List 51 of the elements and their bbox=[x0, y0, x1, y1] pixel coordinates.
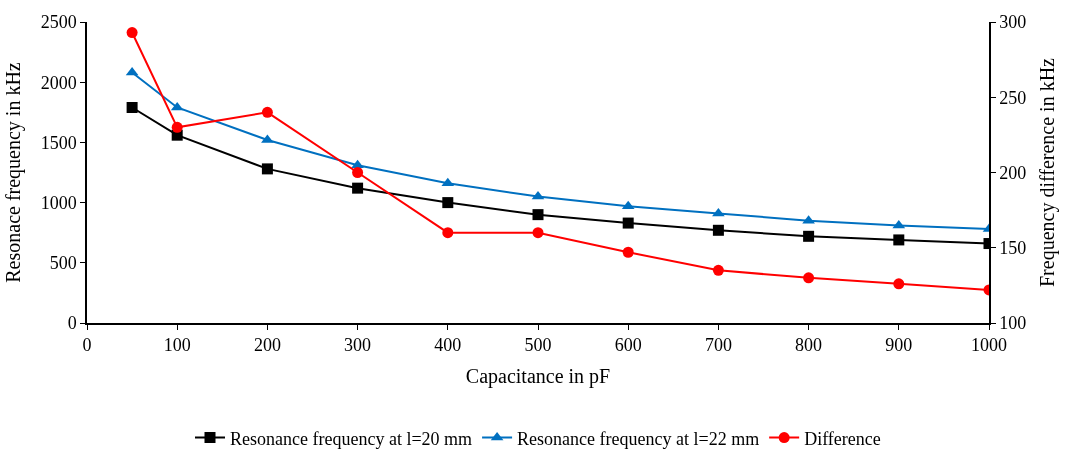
y-tick-label: 2000 bbox=[40, 72, 77, 93]
point bbox=[261, 163, 273, 175]
point bbox=[622, 217, 634, 229]
x-tick-label: 800 bbox=[795, 335, 823, 356]
point bbox=[712, 207, 725, 217]
point bbox=[893, 234, 905, 246]
x-tick-label: 400 bbox=[434, 335, 462, 356]
y2-tick-label: 300 bbox=[999, 12, 1027, 33]
point bbox=[442, 227, 454, 239]
legend-label: Resonance frequency at l=20 mm bbox=[230, 428, 473, 449]
point bbox=[803, 272, 815, 284]
x-tick-label: 500 bbox=[524, 335, 552, 356]
y2-tick-label: 250 bbox=[999, 87, 1027, 108]
x-tick-label: 0 bbox=[82, 335, 92, 356]
y-tick-label: 1500 bbox=[40, 132, 77, 153]
x-tick-label: 100 bbox=[163, 335, 191, 356]
point bbox=[126, 101, 138, 113]
point bbox=[892, 219, 906, 229]
point bbox=[442, 197, 454, 209]
legend-label: Resonance frequency at l=22 mm bbox=[517, 428, 760, 449]
point bbox=[170, 101, 184, 111]
x-tick-label: 1000 bbox=[971, 335, 1007, 356]
y2-axis-title: Frequency difference in kHz bbox=[1036, 57, 1060, 287]
point bbox=[532, 209, 544, 221]
point bbox=[352, 167, 364, 178]
y-tick-label: 500 bbox=[49, 253, 77, 274]
point bbox=[352, 182, 364, 194]
y-tick-label: 1000 bbox=[40, 192, 77, 213]
legend-label: Difference bbox=[804, 428, 881, 449]
x-tick-label: 200 bbox=[253, 335, 281, 356]
point bbox=[126, 27, 138, 39]
point bbox=[532, 227, 544, 239]
point bbox=[803, 230, 815, 242]
x-tick-label: 700 bbox=[704, 335, 732, 356]
x-axis-title: Capacitance in pF bbox=[465, 365, 611, 389]
y-tick-label: 0 bbox=[67, 313, 77, 334]
y2-tick-label: 200 bbox=[999, 162, 1027, 183]
point bbox=[171, 121, 183, 133]
x-tick-label: 600 bbox=[614, 335, 642, 356]
point bbox=[441, 177, 455, 187]
point bbox=[622, 246, 634, 258]
y2-tick-label: 100 bbox=[999, 313, 1027, 334]
x-tick-label: 900 bbox=[885, 335, 913, 356]
y2-tick-label: 150 bbox=[999, 238, 1027, 259]
x-tick-label: 300 bbox=[344, 335, 372, 356]
point bbox=[712, 264, 724, 276]
point bbox=[261, 106, 273, 118]
point bbox=[712, 224, 724, 236]
y-axis-title: Resonace frequency in kHz bbox=[1, 62, 25, 283]
y-tick-label: 2500 bbox=[40, 12, 77, 33]
point bbox=[893, 278, 905, 290]
